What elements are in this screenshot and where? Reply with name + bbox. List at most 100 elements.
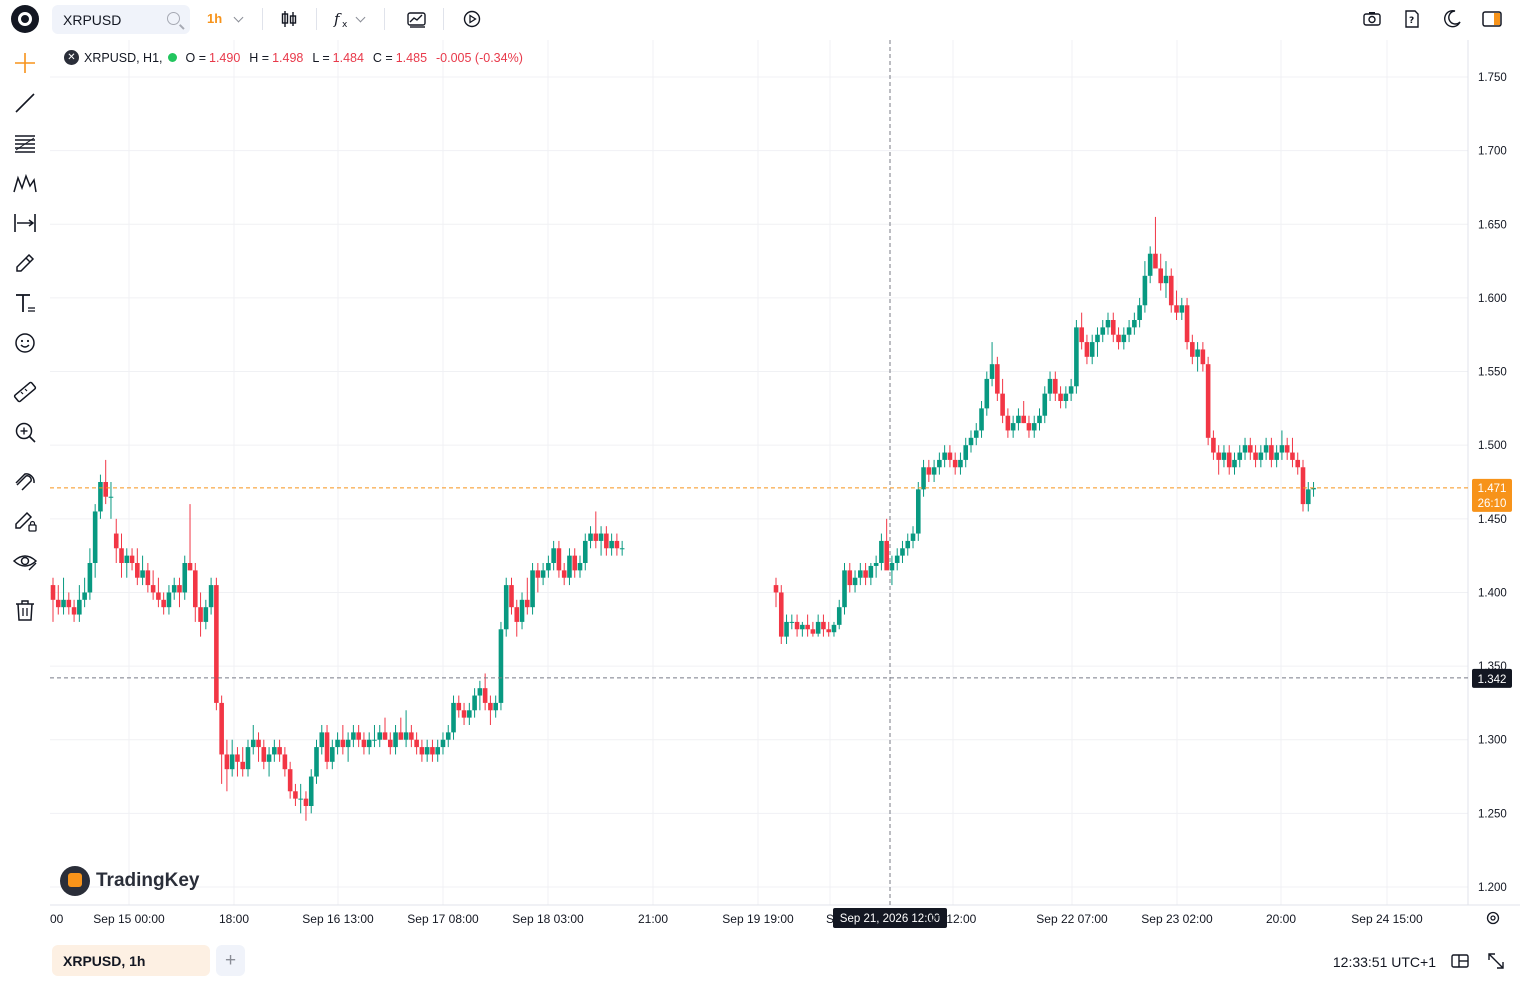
candle-up (1126, 320, 1132, 343)
compare-chart-icon[interactable] (406, 8, 428, 30)
dark-mode-moon-icon[interactable] (1441, 8, 1463, 30)
candle-down (461, 702, 467, 725)
hide-drawings-eye-icon[interactable] (12, 548, 38, 574)
candle-body (546, 563, 551, 571)
crosshair-price-badge (1472, 668, 1512, 688)
candle-body (868, 565, 874, 578)
camera-icon[interactable] (1361, 8, 1383, 30)
candle-down (71, 599, 77, 622)
text-tool-icon[interactable] (12, 290, 38, 316)
candle-up (868, 563, 874, 586)
time-axis-tick-label: 21:00 (638, 912, 668, 926)
candle-body (794, 621, 800, 630)
brush-tool-icon[interactable] (12, 250, 38, 276)
crosshair-time-label: Sep 21, 2026 12:00 (840, 913, 940, 925)
price-chart[interactable]: 1.471 26:10 1.342 Sep 21, 2026 12:00 1.750 1… (50, 40, 1520, 940)
candle-down (177, 577, 182, 608)
add-tab-button[interactable]: + (216, 945, 245, 976)
candle-up (1142, 261, 1148, 313)
candle-body (77, 599, 82, 615)
ruler-icon[interactable] (12, 379, 38, 405)
candle-body (847, 570, 853, 586)
help-icon[interactable]: ? (1401, 8, 1423, 30)
candle-down (947, 445, 953, 468)
trash-icon[interactable] (12, 597, 38, 623)
chevron-down-icon[interactable] (355, 12, 366, 23)
candle-body (198, 607, 203, 622)
candle-body (1211, 437, 1216, 453)
candle-body (873, 563, 879, 566)
candle-up (87, 548, 93, 600)
xrp-coin-icon: ✕ (64, 50, 79, 65)
panel-toggle-icon[interactable] (1481, 8, 1503, 30)
candle-up (540, 563, 546, 586)
candle-body (530, 570, 535, 608)
candle-body (879, 540, 884, 563)
candle-body (314, 747, 319, 777)
app-logo-icon[interactable] (11, 5, 39, 33)
candle-up (472, 688, 477, 718)
fullscreen-expand-icon[interactable] (1486, 951, 1506, 971)
time-axis-tick-label: 00 (50, 912, 64, 926)
candle-down (240, 747, 246, 777)
tradingkey-logo-icon (60, 866, 90, 896)
candle-body (382, 732, 388, 740)
candle-body (240, 761, 246, 770)
candle-up (1305, 482, 1311, 512)
candle-body (995, 364, 1000, 394)
candle-up (435, 739, 441, 762)
candle-up (968, 430, 974, 453)
candle-type-icon[interactable] (278, 8, 300, 30)
candle-down (66, 592, 72, 615)
measure-range-tool-icon[interactable] (12, 210, 38, 236)
candle-body (113, 533, 119, 549)
interval-button[interactable]: 1h (207, 11, 223, 26)
crosshair-tool-icon[interactable] (12, 50, 38, 76)
candle-up (266, 747, 272, 777)
chevron-down-icon[interactable] (233, 12, 244, 23)
candle-body (361, 739, 367, 748)
candle-body (498, 629, 504, 703)
candle-up (250, 725, 256, 755)
candle-up (582, 533, 588, 571)
candle-down (414, 732, 419, 755)
candle-up (842, 563, 847, 615)
candle-body (1221, 452, 1227, 460)
symbol-search-input[interactable]: XRPUSD (52, 5, 190, 34)
price-axis-tick-label: 1.700 (1478, 146, 1507, 158)
emoji-smiley-icon[interactable] (12, 330, 38, 356)
zoom-in-icon[interactable] (12, 419, 38, 445)
candle-up (319, 725, 325, 755)
candle-down (884, 518, 889, 571)
candle-body (1037, 415, 1042, 424)
candle-body (135, 563, 140, 578)
replay-icon[interactable] (461, 8, 483, 30)
candle-up (308, 769, 314, 814)
candle-down (535, 563, 541, 593)
candle-body (926, 467, 932, 475)
candle-body (1053, 378, 1058, 394)
lock-drawings-icon[interactable] (12, 508, 38, 534)
pattern-tool-icon[interactable] (12, 170, 38, 196)
candle-down (1174, 290, 1179, 320)
chart-tab[interactable]: XRPUSD, 1h (52, 945, 210, 976)
clock-timezone[interactable]: 12:33:51 UTC+1 (1332, 954, 1436, 970)
candle-up (377, 725, 383, 748)
fib-retracement-tool-icon[interactable] (12, 130, 38, 156)
candle-up (1163, 261, 1169, 298)
magnet-icon[interactable] (12, 468, 38, 494)
candle-body (1290, 452, 1295, 460)
candle-down (187, 504, 193, 571)
candle-body (915, 489, 921, 534)
candle-body (71, 607, 77, 615)
candle-body (519, 599, 525, 622)
axis-settings-gear-icon[interactable] (1485, 910, 1501, 926)
legend-high-value: 1.498 (272, 50, 304, 65)
candle-up (1137, 297, 1142, 328)
candle-body (1295, 459, 1301, 468)
candle-body (319, 732, 325, 748)
layout-grid-icon[interactable] (1450, 951, 1470, 971)
trend-line-tool-icon[interactable] (12, 90, 38, 116)
candle-up (1263, 437, 1269, 460)
